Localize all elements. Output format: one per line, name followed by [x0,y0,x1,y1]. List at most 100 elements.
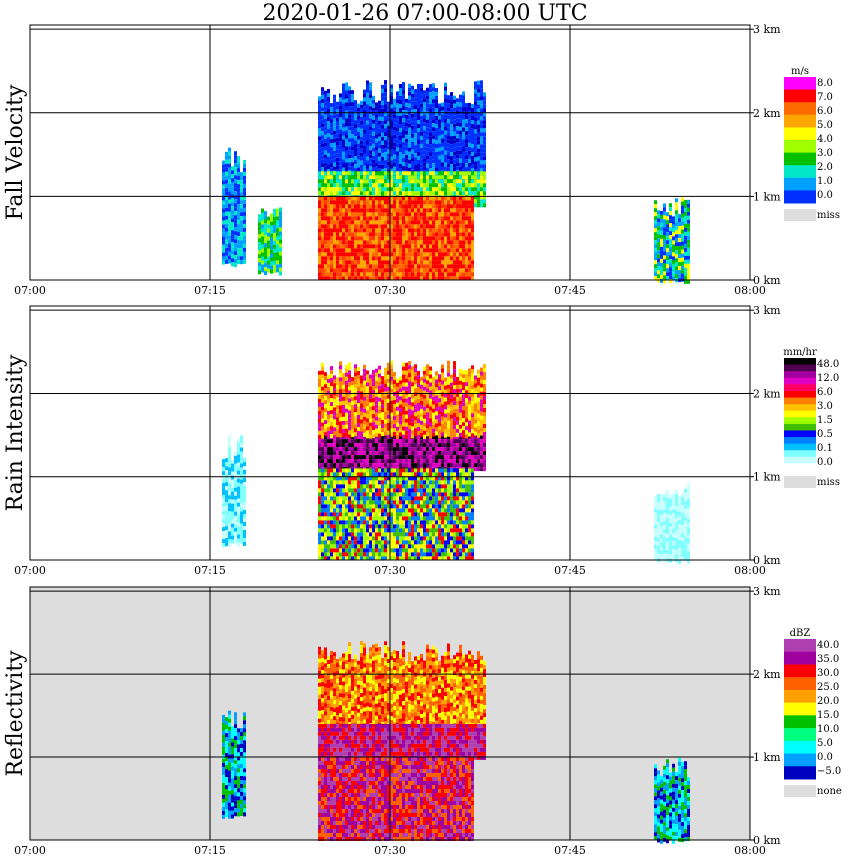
data-cell [363,165,366,170]
data-cell [390,248,393,253]
data-cell [399,232,402,237]
data-cell [399,216,402,221]
data-cell [654,244,657,249]
data-cell [348,142,351,147]
data-cell [444,183,447,188]
data-cell [465,212,468,217]
data-cell [402,216,405,221]
data-cell [234,259,237,264]
data-cell [429,451,432,456]
data-cell [405,451,408,456]
data-cell [444,447,447,452]
data-cell [360,439,363,444]
data-cell [243,235,246,240]
data-cell [420,167,423,172]
data-cell [234,255,237,260]
data-cell [351,381,354,386]
data-cell [351,256,354,261]
data-cell [381,132,384,137]
data-cell [420,443,423,448]
data-cell [420,171,423,176]
data-cell [390,179,393,184]
data-cell [372,426,375,431]
data-cell [417,164,420,168]
data-cell [324,114,327,119]
data-cell [363,372,366,377]
data-cell [324,240,327,245]
data-cell [342,252,345,257]
data-cell [348,138,351,143]
data-cell [471,439,474,444]
data-cell [243,219,246,224]
data-cell [351,146,354,151]
data-cell [444,268,447,273]
data-cell [453,365,456,370]
data-cell [684,235,687,240]
data-cell [459,138,462,143]
data-cell [423,272,426,277]
data-cell [468,114,471,119]
data-cell [411,117,414,122]
data-cell [240,527,243,532]
data-cell [381,152,384,157]
data-cell [327,260,330,265]
data-cell [408,107,411,112]
data-cell [435,128,438,132]
data-cell [228,163,231,168]
data-cell [390,224,393,229]
data-cell [456,208,459,213]
data-cell [387,113,390,118]
data-cell [663,263,666,268]
data-cell [450,414,453,419]
data-cell [357,224,360,229]
data-cell [405,122,408,127]
data-cell [339,105,342,110]
data-cell [276,216,279,221]
data-cell [660,274,663,279]
data-cell [462,228,465,233]
data-cell [447,428,450,433]
data-cell [354,124,357,129]
data-cell [471,191,474,196]
data-cell [438,147,441,152]
data-cell [243,534,246,538]
data-cell [318,232,321,237]
data-cell [450,148,453,153]
data-cell [669,267,672,272]
data-cell [405,224,408,229]
data-cell [483,435,486,440]
data-cell [471,124,474,128]
data-cell [687,223,690,228]
data-cell [342,380,345,385]
data-cell [318,414,321,419]
data-cell [417,191,420,196]
data-cell [420,131,423,136]
data-cell [228,215,231,220]
data-cell [363,392,366,397]
data-cell [459,183,462,188]
data-cell [372,244,375,249]
data-cell [402,362,405,367]
data-cell [345,118,348,123]
data-cell [465,159,468,164]
data-cell [447,392,450,397]
data-cell [381,140,384,145]
data-cell [318,276,321,281]
data-cell [423,118,426,123]
data-cell [660,246,663,251]
data-cell [456,200,459,205]
data-cell [345,368,348,373]
data-cell [468,200,471,205]
data-cell [435,260,438,265]
data-cell [441,396,444,401]
data-cell [381,404,384,409]
data-cell [231,507,234,512]
data-cell [402,402,405,407]
data-cell [318,144,321,149]
data-cell [324,106,327,111]
data-cell [447,396,450,401]
data-cell [351,196,354,201]
data-cell [450,116,453,121]
data-cell [447,384,450,389]
data-cell [330,252,333,257]
